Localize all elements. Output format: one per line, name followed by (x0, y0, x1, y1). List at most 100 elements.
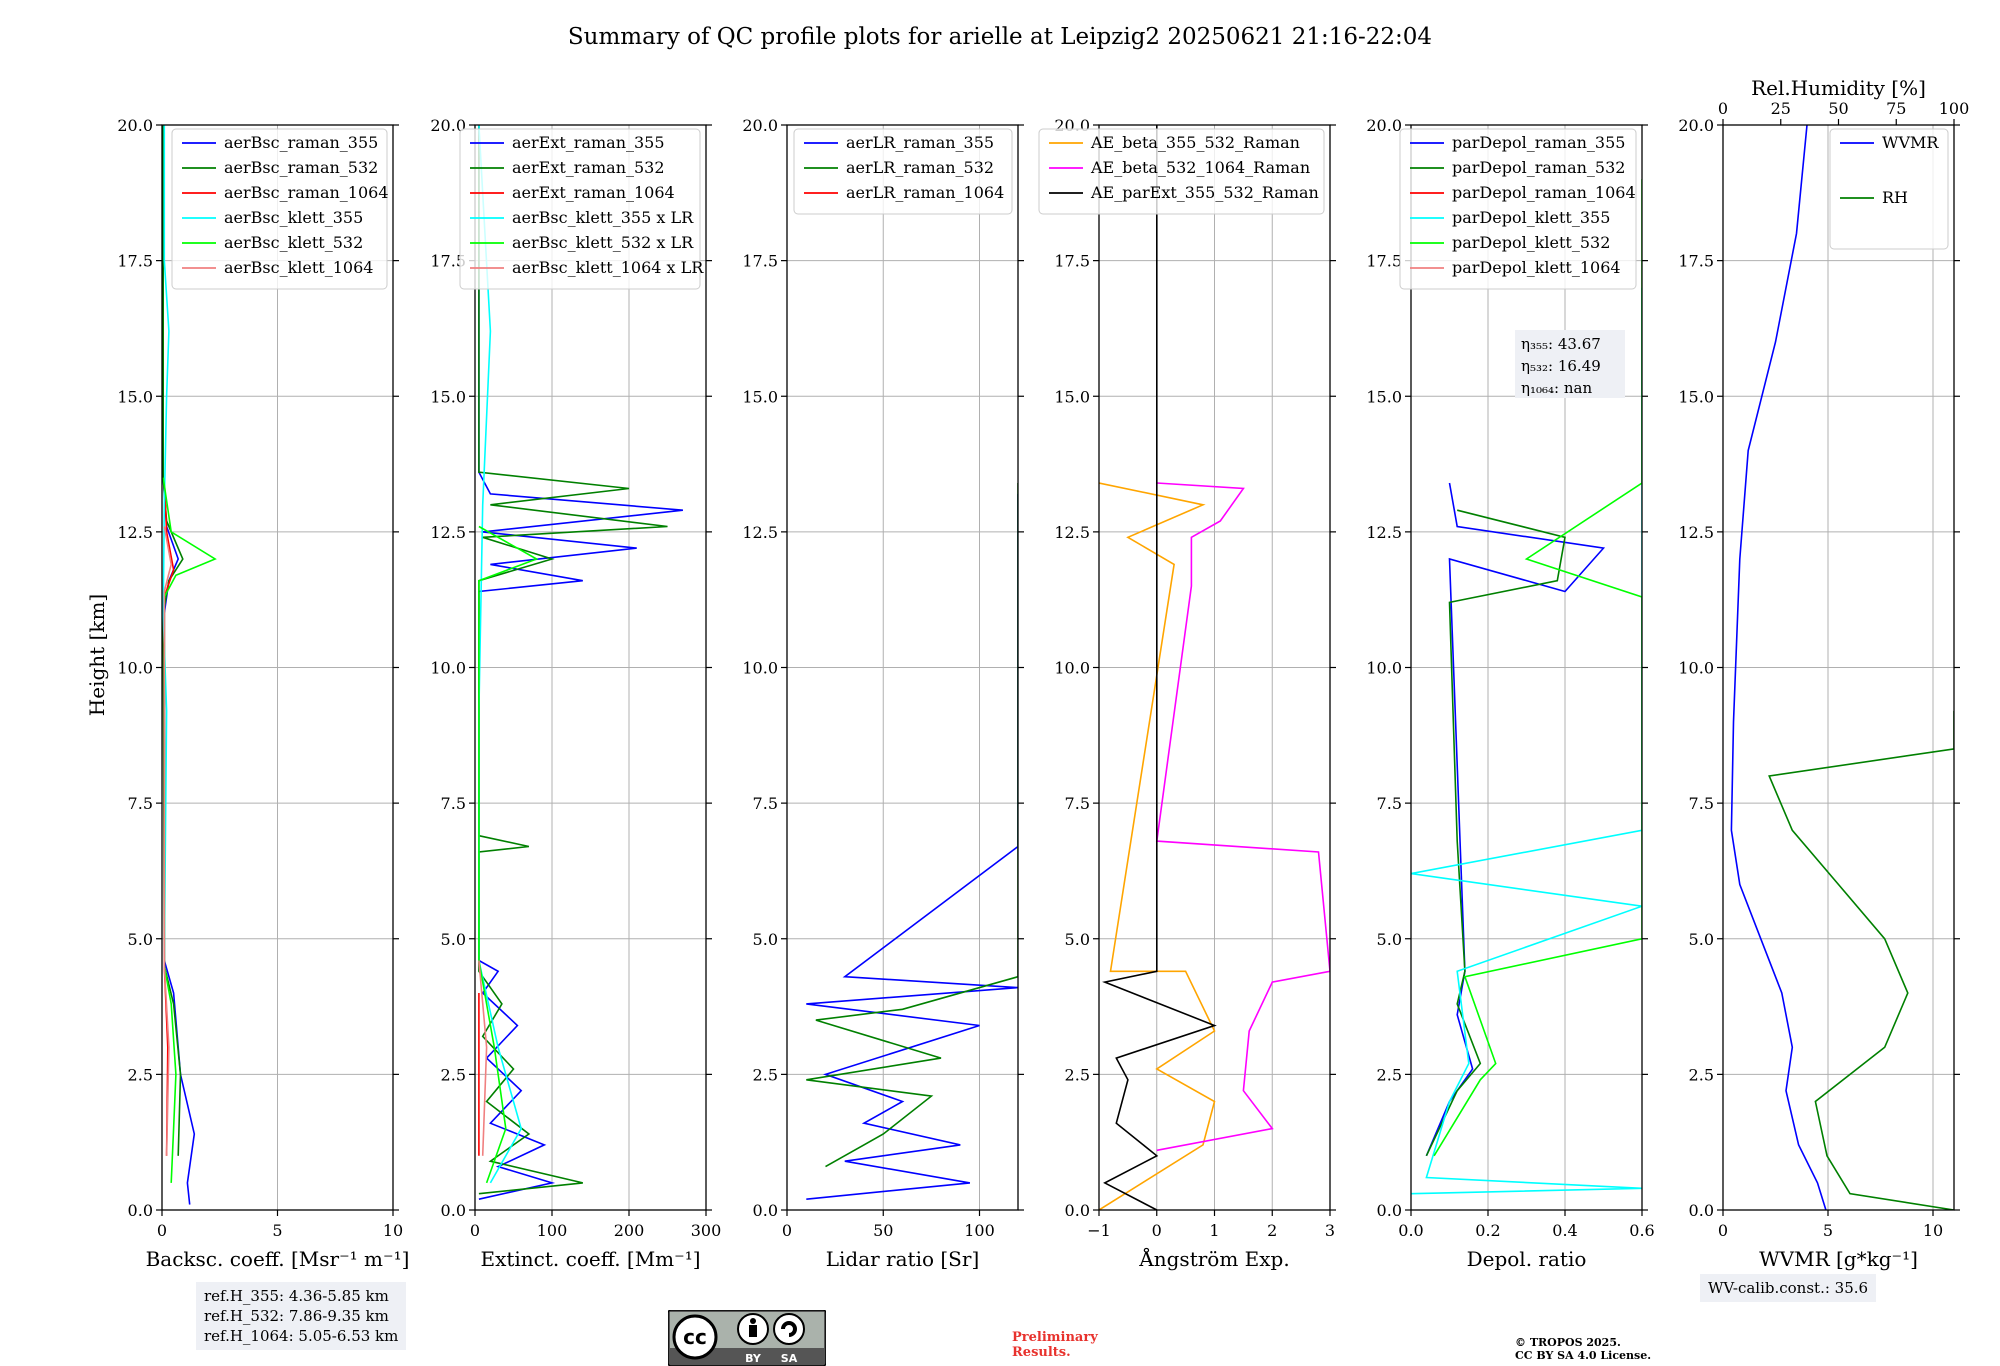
y-tick-label: 5.0 (753, 930, 778, 949)
y-tick-label: 10.0 (1054, 659, 1090, 678)
y-tick-label: 7.5 (1689, 794, 1714, 813)
axes-frame (786, 124, 1019, 1211)
y-tick-label: 10.0 (430, 659, 466, 678)
y-tick-label: 5.0 (128, 930, 153, 949)
series-line-rh (1768, 710, 1954, 1210)
cc-by-sa-license-badge: cc BY SA (668, 1310, 826, 1366)
series-group (806, 483, 1018, 1200)
legend-item-pardepol-klett-532: parDepol_klett_532 (1452, 233, 1610, 252)
legend-item-aerbsc-raman-1064: aerBsc_raman_1064 (224, 183, 389, 202)
legend-item-aerbsc-klett-355-x-lr: aerBsc_klett_355 x LR (512, 208, 694, 227)
legend-item-aerlr-raman-1064: aerLR_raman_1064 (846, 183, 1004, 202)
y-tick-label: 10.0 (742, 659, 778, 678)
legend: WVMR RH (1829, 128, 1949, 250)
legend-item-aerext-raman-532: aerExt_raman_532 (512, 158, 665, 177)
y-tick-label: 5.0 (441, 930, 466, 949)
series-line-ae-parext-355-532-raman (1102, 125, 1217, 1210)
y-tick-label: 15.0 (430, 387, 466, 406)
series-line-wvmr (1730, 125, 1827, 1210)
axes-frame (474, 124, 707, 1211)
legend-item-pardepol-raman-1064: parDepol_raman_1064 (1452, 183, 1636, 202)
series-group (162, 125, 217, 1205)
figure-title: Summary of QC profile plots for arielle … (568, 24, 1432, 50)
x-tick-label: 100 (964, 1221, 995, 1240)
y-tick-label: 2.5 (1377, 1065, 1402, 1084)
x-tick-label: −1 (1087, 1221, 1111, 1240)
x-tick-label: 300 (691, 1221, 722, 1240)
eta-annotation: η₃₅₅: 43.67 η₅₃₂: 16.49 η₁₀₆₄: nan (1515, 330, 1625, 398)
panel-1: 0.0 2.5 5.0 7.5 10.0 12.5 15.0 17.5 20.0 0 5 10 Back… (117, 116, 409, 1271)
x-tick-label: 5 (272, 1221, 282, 1240)
copyright-line-1: © TROPOS 2025. (1515, 1336, 1621, 1349)
y-tick-label: 12.5 (1054, 523, 1090, 542)
x-axis-label: Extinct. coeff. [Mm⁻¹] (480, 1247, 700, 1271)
series-group (1411, 179, 1642, 1195)
panel-2: 0.0 2.5 5.0 7.5 10.0 12.5 15.0 17.5 20.0 0 100 200 3… (430, 116, 721, 1271)
series-line-pardepol-klett-532 (1433, 179, 1642, 1157)
legend-item-aerbsc-klett-532: aerBsc_klett_532 (224, 233, 363, 252)
y-tick-label: 7.5 (753, 794, 778, 813)
y-tick-label: 10.0 (117, 659, 153, 678)
y-tick-label: 20.0 (742, 116, 778, 135)
panel-4: 0.02.55.07.510.012.515.017.520.0−1 0 1 2 3Ån… (1038, 116, 1336, 1271)
top-x-tick-label: 50 (1828, 99, 1848, 118)
share-alike-icon (781, 1321, 797, 1337)
y-tick-label: 10.0 (1678, 659, 1714, 678)
ref-height-1064: ref.H_1064: 5.05-6.53 km (204, 1327, 399, 1345)
series-group (1730, 125, 1954, 1210)
y-tick-label: 2.5 (128, 1065, 153, 1084)
license-cc-text: cc (683, 1325, 707, 1349)
series-line-ae-beta-355-532-raman (1099, 482, 1216, 1210)
legend-item-aerbsc-raman-355: aerBsc_raman_355 (224, 133, 378, 152)
y-tick-label: 0.0 (753, 1201, 778, 1220)
legend: aerExt_raman_355 aerExt_raman_532 aerExt_r… (459, 128, 704, 290)
x-axis-label: Backsc. coeff. [Msr⁻¹ m⁻¹] (146, 1247, 410, 1271)
y-tick-label: 20.0 (117, 116, 153, 135)
y-tick-label: 0.0 (441, 1201, 466, 1220)
ref-height-355: ref.H_355: 4.36-5.85 km (204, 1287, 389, 1305)
legend-frame (793, 128, 1013, 215)
legend-item-ae-beta-355-532-raman: AE_beta_355_532_Raman (1090, 133, 1300, 152)
eta-box (1515, 330, 1625, 398)
x-tick-label: 0.6 (1629, 1221, 1654, 1240)
y-tick-label: 0.0 (1377, 1201, 1402, 1220)
series-line-aerbsc-klett-532 (162, 477, 217, 1183)
y-tick-label: 2.5 (753, 1065, 778, 1084)
copyright-line-2: CC BY SA 4.0 License. (1515, 1349, 1652, 1362)
series-line-aerlr-raman-355 (806, 493, 1018, 1200)
y-tick-label: 17.5 (742, 252, 778, 271)
license-sa-text: SA (781, 1352, 798, 1365)
x-tick-label: 0 (1152, 1221, 1162, 1240)
legend-item-rh: RH (1882, 188, 1908, 207)
x-tick-label: 200 (614, 1221, 645, 1240)
legend: AE_beta_355_532_Raman AE_beta_532_1064_Ra… (1038, 128, 1325, 215)
y-tick-label: 2.5 (441, 1065, 466, 1084)
legend-frame (459, 128, 701, 290)
series-group (478, 125, 683, 1200)
legend-item-pardepol-klett-1064: parDepol_klett_1064 (1452, 258, 1621, 277)
y-tick-label: 7.5 (441, 794, 466, 813)
legend-item-aerext-raman-355: aerExt_raman_355 (512, 133, 665, 152)
x-tick-label: 50 (873, 1221, 893, 1240)
y-tick-label: 12.5 (430, 523, 466, 542)
wv-calib-text: WV-calib.const.: 35.6 (1708, 1279, 1869, 1297)
x-tick-label: 0 (157, 1221, 167, 1240)
y-tick-label: 12.5 (1366, 523, 1402, 542)
y-tick-label: 15.0 (1366, 387, 1402, 406)
preliminary-note: Preliminary Results. (1012, 1330, 1098, 1360)
y-tick-label: 15.0 (1054, 387, 1090, 406)
y-tick-label: 5.0 (1065, 930, 1090, 949)
x-axis-label: Lidar ratio [Sr] (826, 1247, 980, 1271)
y-tick-label: 17.5 (430, 252, 466, 271)
legend-frame (1399, 128, 1637, 290)
axes-frame (161, 124, 394, 1211)
y-tick-label: 7.5 (1377, 794, 1402, 813)
series-line-pardepol-raman-355 (1425, 482, 1606, 1157)
legend-item-aerbsc-klett-1064: aerBsc_klett_1064 (224, 258, 373, 277)
y-tick-label: 0.0 (128, 1201, 153, 1220)
y-tick-label: 2.5 (1689, 1065, 1714, 1084)
legend-item-aerbsc-klett-355: aerBsc_klett_355 (224, 208, 363, 227)
series-line-aerbsc-klett-1064 (163, 526, 173, 1156)
x-tick-label: 1 (1209, 1221, 1219, 1240)
